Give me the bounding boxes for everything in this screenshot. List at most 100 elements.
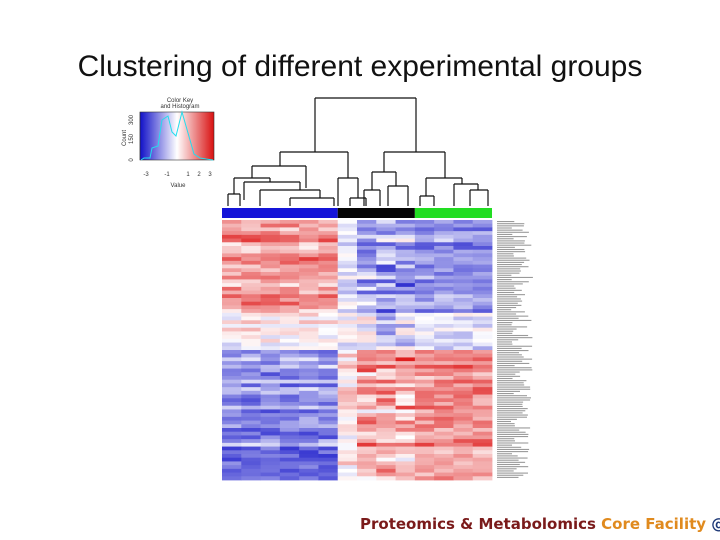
heatmap-cell [376,290,396,295]
heatmap-cell [318,457,339,462]
heatmap-cell [299,413,319,418]
heatmap-cell [299,320,319,325]
heatmap-cell [453,335,474,340]
heatmap-cell [241,383,261,388]
heatmap-cell [222,279,242,284]
heatmap-cell [260,290,281,295]
heatmap-cell [414,454,435,459]
row-label [497,227,512,229]
heatmap-cell [337,257,358,262]
row-label [497,431,526,433]
heatmap-cell [434,312,454,317]
heatmap-cell [318,238,339,243]
heatmap-cell [395,246,416,251]
row-label [497,246,515,248]
heatmap-cell [299,472,319,477]
heatmap-cell [260,468,281,473]
heatmap-cell [414,364,435,369]
heatmap-cell [260,409,281,414]
heatmap-cell [357,286,377,291]
heatmap-cell [337,390,358,395]
color-key-title-1: Color Key [167,98,193,104]
heatmap-cell [434,257,454,262]
heatmap-cell [434,364,454,369]
heatmap-cell [299,424,319,429]
heatmap-cell [299,283,319,288]
heatmap-cell [299,227,319,232]
heatmap-cell [376,379,396,384]
heatmap-cell [241,253,261,258]
heatmap-cell [472,350,493,355]
heatmap-cell [472,242,493,247]
heatmap-cell [453,461,474,466]
row-label [497,266,529,268]
row-label [497,414,528,416]
heatmap-cell [318,242,339,247]
heatmap-cell [279,376,300,381]
heatmap-cell [414,368,435,373]
color-key: Color Key and Histogram Count 0 150 300 … [122,98,215,189]
heatmap-cell [318,468,339,473]
heatmap-cell [453,465,474,470]
heatmap-cell [376,231,396,236]
row-label [497,423,515,425]
heatmap-cell [472,379,493,384]
heatmap-cell [434,231,454,236]
heatmap-cell [241,309,261,314]
heatmap-cell [357,424,377,429]
row-label [497,298,521,300]
heatmap-cell [376,450,396,455]
heatmap-cell [318,231,339,236]
heatmap-cell [472,342,493,347]
heatmap-cell [453,416,474,421]
row-label [497,319,532,321]
heatmap-cell [472,468,493,473]
heatmap-cell [318,379,339,384]
heatmap-cell [414,398,435,403]
heatmap-cell [453,446,474,451]
heatmap-cell [318,257,339,262]
heatmap-cell [395,446,416,451]
heatmap-cell [222,242,242,247]
heatmap-cell [395,457,416,462]
row-label [497,448,530,450]
row-label [497,264,522,266]
heatmap-cell [222,320,242,325]
heatmap-cell [318,446,339,451]
row-label [497,395,527,397]
heatmap-cell [414,316,435,321]
heatmap-cell [222,268,242,273]
heatmap-cell [318,461,339,466]
heatmap-cell [434,439,454,444]
heatmap-cell [395,309,416,314]
heatmap-cell [453,472,474,477]
heatmap-cell [414,424,435,429]
heatmap-cell [260,461,281,466]
heatmap-cell [414,435,435,440]
heatmap-cell [318,223,339,228]
row-label [497,377,513,380]
heatmap-cell [453,450,474,455]
heatmap-cell [414,227,435,232]
heatmap-cell [357,461,377,466]
heatmap-cell [337,446,358,451]
heatmap-cell [414,242,435,247]
group-bar-segment [337,208,415,218]
heatmap-cell [376,253,396,258]
heatmap-cell [279,249,300,254]
heatmap-cell [279,298,300,303]
heatmap-cell [222,405,242,410]
heatmap-cell [414,465,435,470]
heatmap-cell [395,238,416,243]
heatmap-cell [318,413,339,418]
heatmap-cell [241,272,261,277]
heatmap-cell [453,227,474,232]
heatmap-cell [279,457,300,462]
heatmap-cell [453,275,474,280]
heatmap-cell [299,350,319,355]
heatmap-cell [453,431,474,436]
row-label [497,274,512,276]
heatmap-cell [376,461,396,466]
heatmap-cell [337,338,358,343]
